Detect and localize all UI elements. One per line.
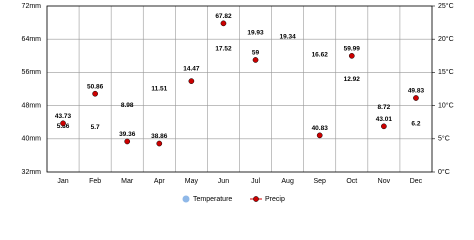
y2-tick-label: 0°C [438,168,450,176]
temperature-label: 17.52 [215,45,232,52]
temperature-label: 16.62 [312,51,329,58]
plot-border [46,5,433,173]
x-tick-label: Oct [346,178,357,185]
temperature-label: 11.51 [151,85,167,92]
y-tick-label: 64mm [22,36,42,43]
precip-label: 40.83 [312,125,329,132]
x-tick-label: Mar [121,178,134,185]
y-tick-label: 40mm [22,136,42,143]
y2-tick-label: 10°C [438,101,454,109]
precip-point [156,140,163,147]
temperature-label: 19.93 [247,29,264,36]
temperature-label: 14.47 [183,66,200,73]
x-tick-label: May [185,178,199,185]
precip-point [60,120,66,127]
x-tick-label: Jan [57,178,68,185]
precip-point [92,90,98,97]
temperature-label: 5.7 [91,124,100,131]
precip-label: 67.82 [215,13,232,20]
temperature-label: 8.72 [378,104,391,111]
x-tick-label: Apr [154,178,166,185]
precip-label: 59.99 [344,46,361,53]
y2-tick-label: 20°C [438,35,454,43]
chart: 32mm 40mm 48mm 56mm 64mm 72mm 0°C 5°C 10°C 15°C 20… [22,2,454,203]
precip-point [381,123,387,130]
precip-label: 38.86 [151,133,168,140]
x-tick-label: Nov [378,178,391,185]
temperature-label: 6.2 [411,121,420,128]
precip-label: 39.36 [119,131,136,138]
precip-point [413,95,419,101]
y2-tick-label: 5°C [438,135,450,143]
x-tick-label: Aug [281,178,294,185]
x-tick-label: Feb [89,178,101,185]
precip-point [348,52,355,59]
temperature-label: 8.98 [121,102,134,109]
precip-label: 43.73 [55,113,72,120]
y-tick-label: 32mm [22,169,42,176]
legend-label: Temperature [193,196,232,203]
precip-label: 59 [252,50,260,57]
temperature-label: 12.92 [344,76,361,83]
temperature-label: 5.86 [57,123,70,130]
x-tick-label: Jul [251,178,260,185]
x-tick-label: Jun [218,178,229,185]
precip-point [316,132,323,139]
legend-marker [182,195,190,203]
y-tick-label: 48mm [22,102,42,109]
legend-marker [253,196,259,202]
temperature-label: 19.34 [279,33,296,40]
precip-point [188,78,195,84]
legend-label: Precip [265,196,285,203]
precip-point [124,138,131,145]
precip-label: 43.01 [376,116,393,123]
y-tick-label: 72mm [22,3,42,10]
x-tick-label: Dec [410,178,423,185]
y2-tick-label: 25°C [438,2,454,10]
precip-point [252,57,259,63]
precip-point [220,20,227,27]
x-tick-label: Sep [313,178,326,185]
precip-label: 50.86 [87,83,104,90]
y-tick-label: 56mm [22,69,42,76]
precip-label: 49.83 [408,88,425,95]
y2-tick-label: 15°C [438,68,454,76]
